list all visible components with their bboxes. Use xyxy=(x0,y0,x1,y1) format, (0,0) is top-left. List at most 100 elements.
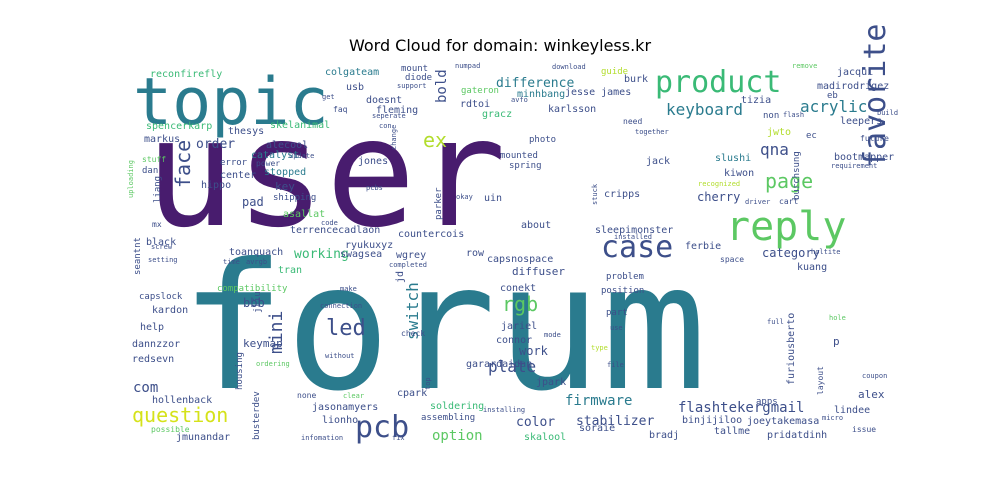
word-micro: micro xyxy=(822,414,843,422)
word-download: download xyxy=(552,63,586,71)
word-hole: hole xyxy=(829,314,846,322)
word-hippo: hippo xyxy=(201,180,231,191)
word-problem: problem xyxy=(606,272,644,282)
word-pcbs: pcbs xyxy=(366,184,383,192)
word-diffuser: diffuser xyxy=(512,265,565,278)
word-doesnt: doesnt xyxy=(366,95,402,106)
word-avrgb: avrgb xyxy=(246,258,267,266)
word-countercois: countercois xyxy=(398,229,464,240)
word-future: future xyxy=(860,134,889,143)
word-jacqui: jacqui xyxy=(837,67,873,78)
word-spencerkarp: spencerkarp xyxy=(146,121,212,132)
word-kuang: kuang xyxy=(797,262,827,273)
word-check: check xyxy=(401,329,425,338)
word-capsnospace: capsnospace xyxy=(487,254,553,265)
word-change: change xyxy=(390,125,398,150)
word-usb: usb xyxy=(346,82,364,93)
word-housing: housing xyxy=(235,352,245,390)
word-minhbang: minhbang xyxy=(517,89,565,100)
word-support: support xyxy=(397,82,427,90)
word-stuck: stuck xyxy=(591,183,599,205)
word-ryukuxyz: ryukuxyz xyxy=(345,240,393,251)
word-together: together xyxy=(635,128,669,136)
word-jwto: jwto xyxy=(767,127,791,138)
word-category: category xyxy=(762,246,820,260)
word-acrylic: acrylic xyxy=(800,97,867,116)
word-bradj: bradj xyxy=(649,430,679,441)
word-photo: photo xyxy=(529,135,556,145)
word-joeytakemasa: joeytakemasa xyxy=(747,416,819,427)
word-page: page xyxy=(765,169,813,193)
word-tizia: tizia xyxy=(741,95,771,106)
word-jpark: jpark xyxy=(536,377,566,388)
word-burk: burk xyxy=(624,74,648,85)
word-question: question xyxy=(132,403,228,427)
word-uploading: uploading xyxy=(127,160,135,198)
word-liang: liang xyxy=(153,176,163,203)
word-order: order xyxy=(196,137,235,152)
word-power: power xyxy=(256,159,280,168)
word-rdtoi: rdtoi xyxy=(460,99,490,110)
word-topic: topic xyxy=(133,65,329,140)
word-stabilizer: stabilizer xyxy=(576,414,654,429)
word-thesys: thesys xyxy=(228,126,264,137)
word-jariel: jariel xyxy=(501,321,537,332)
word-connection: connection xyxy=(320,302,362,310)
word-eb: eb xyxy=(827,91,838,101)
word-reconfirefly: reconfirefly xyxy=(150,69,222,80)
word-okay: okay xyxy=(456,193,473,201)
word-capslock: capslock xyxy=(139,292,183,302)
word-setting: setting xyxy=(148,256,178,264)
word-kardon: kardon xyxy=(152,305,188,316)
word-center: center xyxy=(220,170,256,181)
word-cripps: cripps xyxy=(604,189,640,200)
word-terrencecadlaon: terrencecadlaon xyxy=(290,225,380,236)
word-issue: issue xyxy=(852,425,876,434)
word-skelanimal: skelanimal xyxy=(270,120,330,131)
word-mount: mount xyxy=(401,64,428,74)
word-keyboard: keyboard xyxy=(666,100,743,119)
word-position: position xyxy=(601,286,644,296)
word-case: case xyxy=(601,230,673,265)
word-infomation: infomation xyxy=(301,434,343,442)
word-full: full xyxy=(767,318,784,326)
word-user: user xyxy=(145,87,506,261)
chart-title: Word Cloud for domain: winkeyless.kr xyxy=(348,36,652,55)
word-lionho: lionho xyxy=(322,415,358,426)
word-asallat: asallat xyxy=(283,209,325,220)
word-requirement: requirement xyxy=(831,162,877,170)
word-favorite: favorite xyxy=(858,24,893,169)
word-remove: remove xyxy=(792,62,817,70)
word-completed: completed xyxy=(389,261,427,269)
word-tran: tran xyxy=(278,265,302,276)
word-bbb: bbb xyxy=(243,296,265,310)
word-seperate: seperate xyxy=(372,112,406,120)
word-bootmapper: bootmapper xyxy=(834,152,894,163)
word-work: work xyxy=(519,344,549,358)
word-without: without xyxy=(325,352,355,360)
word-soldering: soldering xyxy=(430,401,484,412)
word-mounted: mounted xyxy=(500,151,538,161)
word-build: build xyxy=(877,109,898,117)
word-redsevn: redsevn xyxy=(132,354,174,365)
word-need: need xyxy=(623,117,642,126)
word-swagsea: swagsea xyxy=(340,249,382,260)
word-ec: ec xyxy=(806,131,817,141)
word-diode: diode xyxy=(405,73,432,83)
word-switch: switch xyxy=(403,282,422,340)
word-pcb: pcb xyxy=(355,410,409,445)
word-burchsung: burchsung xyxy=(792,151,802,200)
word-jd: jd xyxy=(395,271,406,283)
word-none: none xyxy=(297,391,316,400)
word-madirodrigez: madirodrigez xyxy=(817,81,889,92)
word-jack: jack xyxy=(646,156,670,167)
word-furiousberto: furiousberto xyxy=(786,313,797,385)
word-slushi: slushi xyxy=(715,153,751,164)
word-rgb: rgb xyxy=(502,292,538,316)
word-flashtekergmail: flashtekergmail xyxy=(678,400,804,416)
word-layout: layout xyxy=(816,366,825,395)
word-help: help xyxy=(140,322,164,333)
word-hollenback: hollenback xyxy=(152,395,212,406)
